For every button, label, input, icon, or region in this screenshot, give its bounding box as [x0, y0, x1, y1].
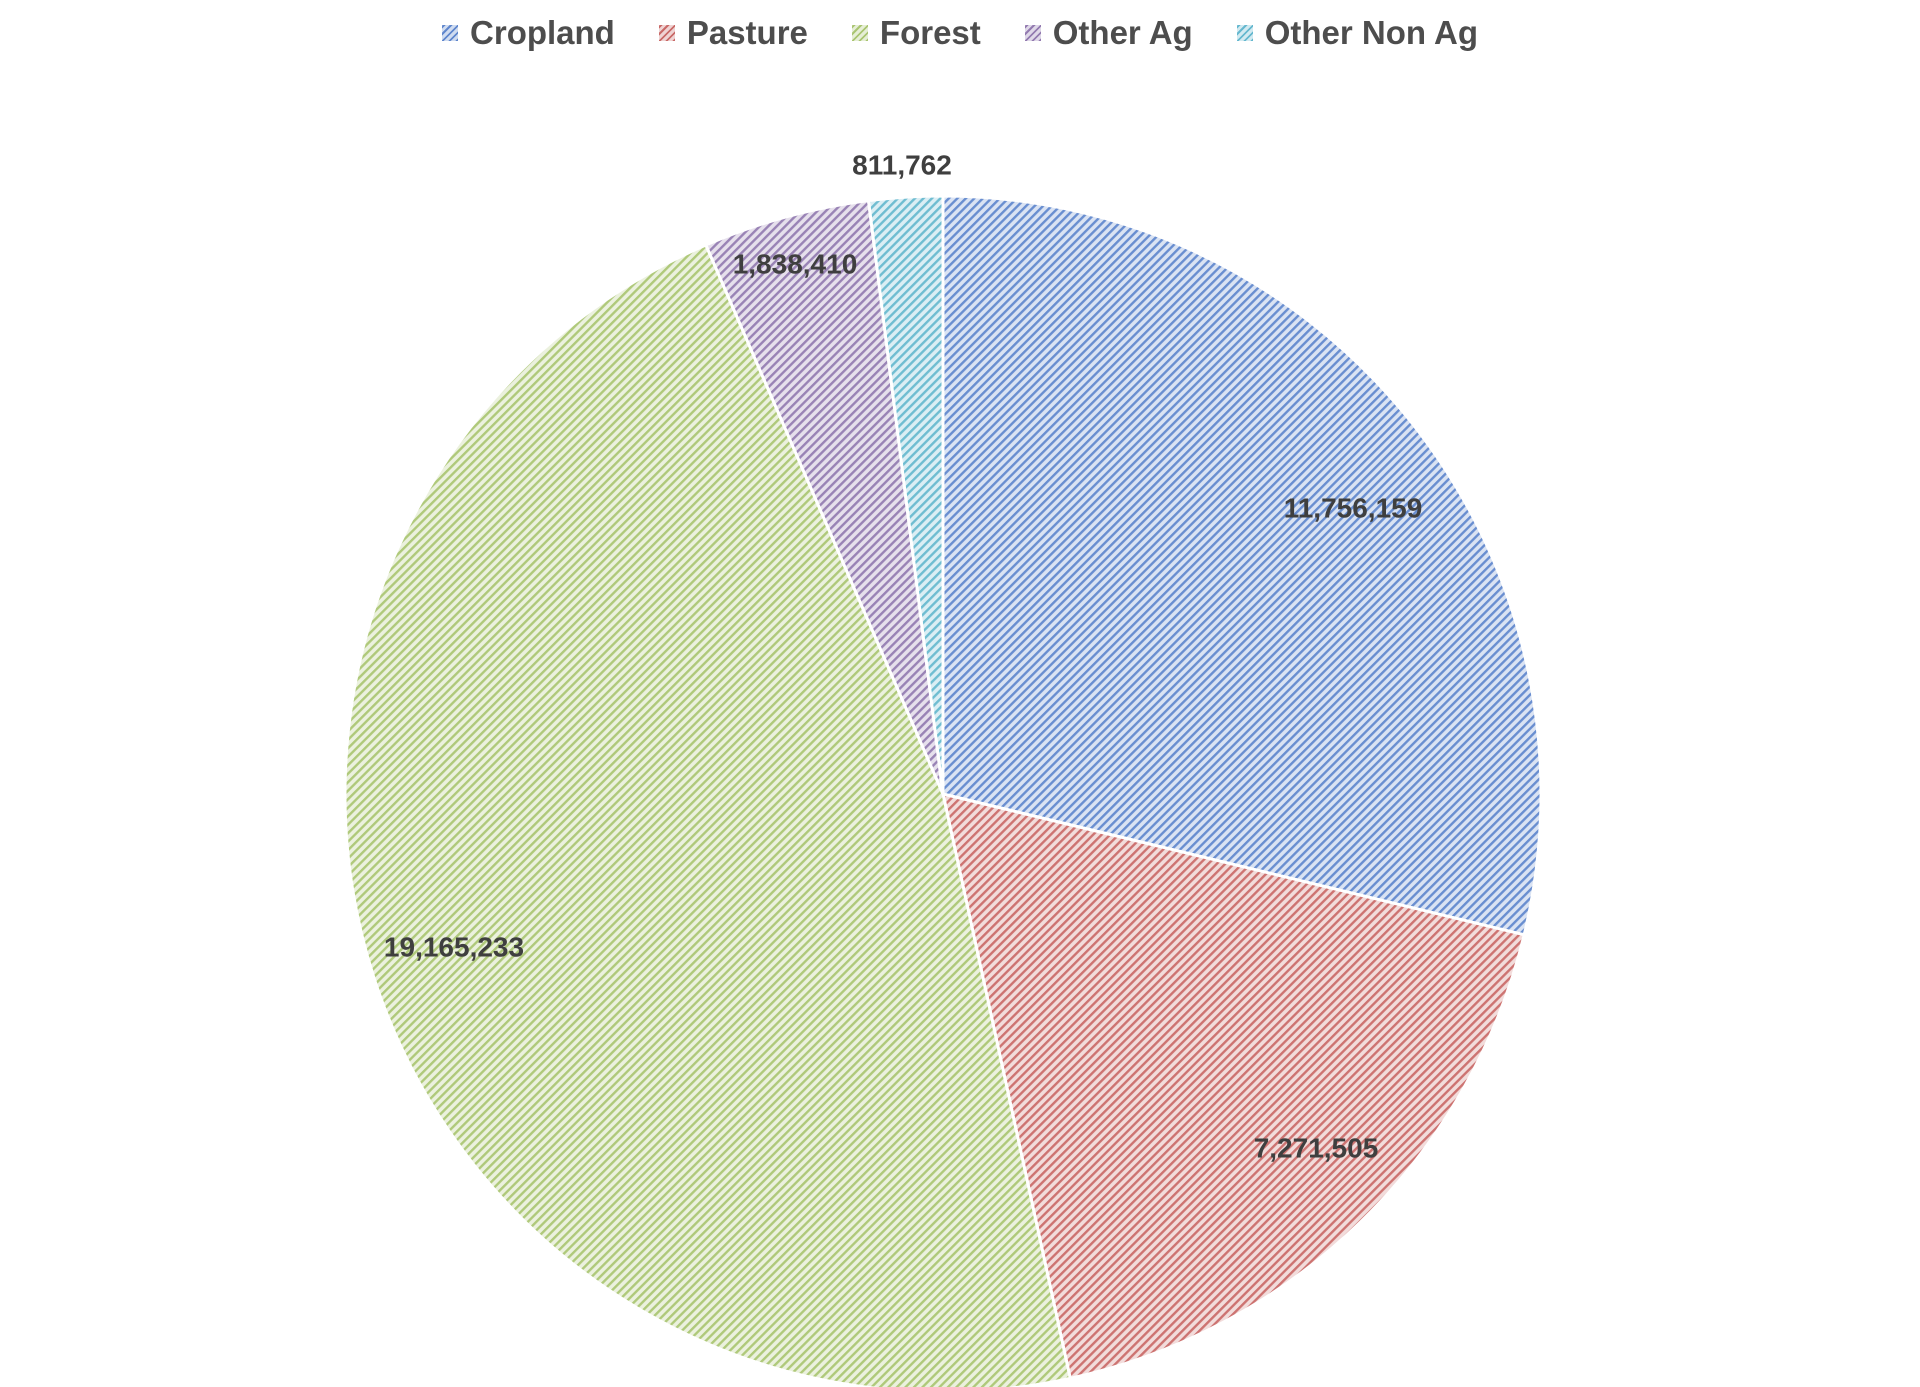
legend-label: Other Ag — [1052, 14, 1193, 51]
legend-swatch — [851, 25, 868, 41]
legend-swatch — [658, 25, 675, 41]
legend-swatch — [442, 25, 459, 41]
data-label-other-ag: 1,838,410 — [733, 248, 858, 279]
data-label-cropland: 11,756,159 — [1284, 492, 1423, 523]
legend-item-other-non-ag: Other Non Ag — [1236, 14, 1478, 52]
legend: Cropland Pasture Forest Other Ag Other Non A… — [0, 14, 1920, 52]
pie-slice-pasture — [941, 791, 1526, 1381]
pie-slice-other-non-ag — [866, 194, 945, 795]
data-label-forest: 19,165,233 — [384, 931, 524, 962]
legend-item-other-ag: Other Ag — [1024, 14, 1193, 52]
data-label-other-non-ag: 811,762 — [852, 149, 952, 180]
legend-label: Other Non Ag — [1264, 14, 1478, 51]
legend-swatch — [1024, 25, 1041, 41]
pie-slice-forest — [343, 243, 1073, 1387]
legend-swatch — [1236, 25, 1253, 41]
legend-item-cropland: Cropland — [442, 14, 615, 52]
legend-label: Forest — [879, 14, 981, 51]
legend-label: Pasture — [686, 14, 808, 51]
pie-slice-cropland — [941, 194, 1543, 937]
data-label-pasture: 7,271,505 — [1254, 1132, 1379, 1163]
legend-item-forest: Forest — [851, 14, 981, 52]
legend-item-pasture: Pasture — [658, 14, 808, 52]
pie-slice-other-ag — [703, 198, 945, 795]
legend-label: Cropland — [470, 14, 615, 51]
